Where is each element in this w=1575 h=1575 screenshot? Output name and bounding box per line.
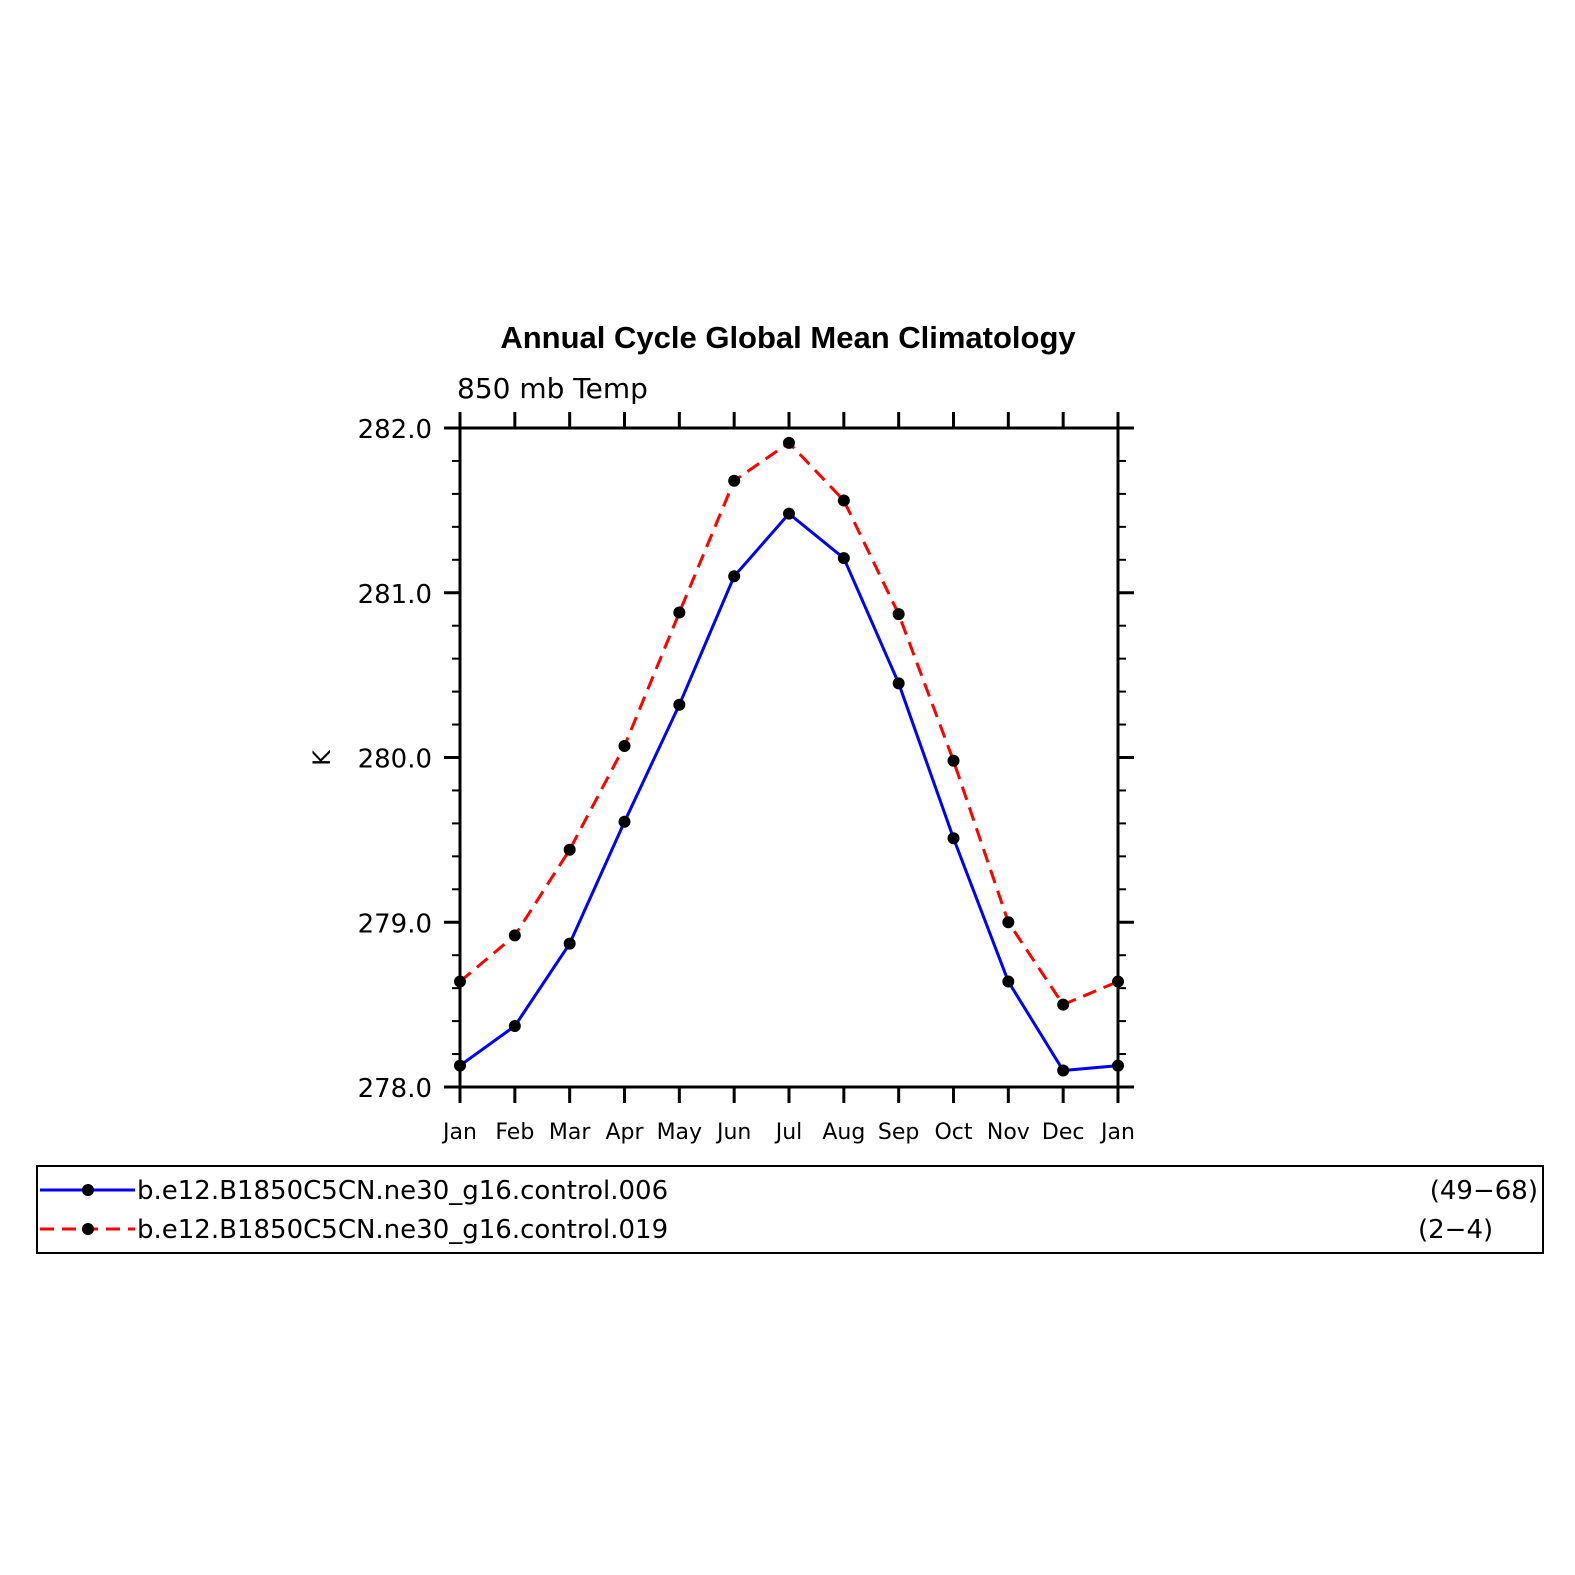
data-point-series-2 xyxy=(783,436,795,449)
x-tick-label: May xyxy=(657,1120,702,1145)
legend-box xyxy=(36,1165,1544,1254)
data-point-series-2 xyxy=(454,975,466,988)
x-tick-label: Apr xyxy=(605,1120,644,1145)
y-tick-label: 282.0 xyxy=(358,415,432,445)
data-point-series-2 xyxy=(1057,998,1070,1011)
data-point-series-1 xyxy=(1002,975,1015,988)
chart-subtitle: 850 mb Temp xyxy=(457,372,648,405)
x-tick-label: Aug xyxy=(822,1120,865,1145)
data-point-series-2 xyxy=(837,494,850,507)
plot-frame xyxy=(458,426,1120,1089)
data-point-series-2 xyxy=(563,843,576,856)
data-point-series-1 xyxy=(1112,1059,1124,1072)
x-tick-label: Jan xyxy=(1099,1120,1135,1145)
data-point-series-2 xyxy=(618,739,631,752)
data-point-series-2 xyxy=(1002,916,1015,929)
y-tick-label: 279.0 xyxy=(358,909,432,939)
x-tick-label: Jan xyxy=(441,1120,477,1145)
legend-years-2: (2−4) xyxy=(1418,1215,1493,1245)
data-point-series-2 xyxy=(728,474,741,487)
series-line-2 xyxy=(459,440,1119,1007)
legend-label-1: b.e12.B1850C5CN.ne30_g16.control.006 xyxy=(137,1176,668,1206)
x-tick-label: Jul xyxy=(774,1120,803,1145)
y-tick-label: 281.0 xyxy=(358,580,432,610)
y-tick-labels: 278.0 279.0 280.0 281.0 282.0 xyxy=(358,415,432,1104)
y-tick-label: 278.0 xyxy=(358,1074,432,1104)
y-axis-label: K xyxy=(308,749,336,766)
data-point-series-2 xyxy=(508,929,521,942)
data-point-series-2 xyxy=(892,608,905,621)
series-layer xyxy=(454,436,1124,1077)
x-tick-label: Feb xyxy=(495,1120,534,1145)
series-line-1 xyxy=(459,511,1119,1073)
legend-entry-2: b.e12.B1850C5CN.ne30_g16.control.019 (2−… xyxy=(40,1215,1493,1245)
data-point-series-1 xyxy=(837,552,850,565)
axis-ticks xyxy=(444,412,1134,1103)
data-point-series-2 xyxy=(673,606,686,619)
x-tick-label: Sep xyxy=(878,1120,919,1145)
legend-marker-2 xyxy=(82,1223,94,1235)
x-tick-labels: Jan Feb Mar Apr May Jun Jul Aug Sep Oct Nov Dec Jan xyxy=(441,1120,1135,1145)
y-tick-label: 280.0 xyxy=(358,745,432,775)
x-tick-label: Jun xyxy=(715,1120,751,1145)
chart-title: Annual Cycle Global Mean Climatology xyxy=(500,320,1076,355)
data-point-series-1 xyxy=(454,1059,466,1072)
x-tick-label: Oct xyxy=(934,1120,972,1145)
data-point-series-1 xyxy=(618,815,631,828)
data-point-series-1 xyxy=(673,698,686,711)
x-tick-label: Dec xyxy=(1042,1120,1085,1145)
data-point-series-2 xyxy=(1112,975,1124,988)
data-point-series-2 xyxy=(947,754,960,767)
data-point-series-1 xyxy=(783,507,795,520)
data-point-series-1 xyxy=(728,570,741,583)
legend-years-1: (49−68) xyxy=(1430,1176,1538,1206)
legend-entry-1: b.e12.B1850C5CN.ne30_g16.control.006 (49… xyxy=(40,1176,1538,1206)
data-point-series-1 xyxy=(947,832,960,845)
legend-label-2: b.e12.B1850C5CN.ne30_g16.control.019 xyxy=(137,1215,668,1245)
data-point-series-1 xyxy=(563,937,576,950)
data-point-series-1 xyxy=(508,1020,521,1033)
data-point-series-1 xyxy=(892,677,905,690)
legend-marker-1 xyxy=(82,1184,94,1196)
data-point-series-1 xyxy=(1057,1064,1070,1077)
x-tick-label: Nov xyxy=(987,1120,1030,1145)
x-tick-label: Mar xyxy=(549,1120,591,1145)
